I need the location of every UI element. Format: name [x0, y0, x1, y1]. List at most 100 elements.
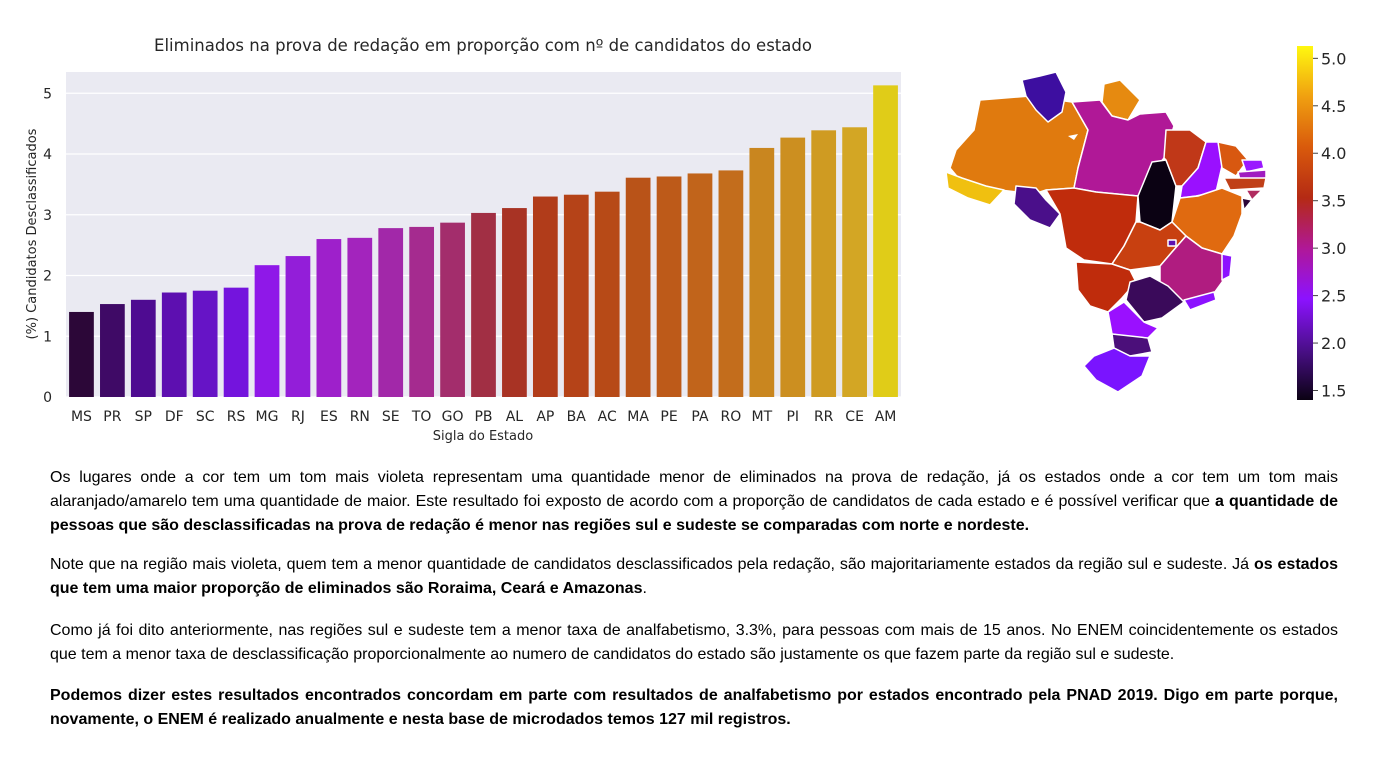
- bars: [69, 85, 898, 398]
- bar-PA: [687, 173, 713, 397]
- paragraph-3: Como já foi dito anteriormente, nas regi…: [50, 622, 1338, 663]
- paragraph-2: Note que na região mais violeta, quem te…: [50, 556, 1338, 597]
- state-RS: [1083, 347, 1151, 393]
- bar-PR: [100, 304, 125, 397]
- y-tick-label: 0: [43, 390, 52, 406]
- state-RJ: [1183, 291, 1217, 311]
- paragraph-4: Podemos dizer estes resultados encontrad…: [50, 684, 1338, 732]
- x-tick-label-AM: AM: [875, 409, 897, 425]
- paragraph-2-bold: os estados que tem uma maior proporção d…: [50, 556, 1338, 597]
- x-tick-label-AP: AP: [536, 409, 554, 425]
- x-tick-label-MG: MG: [256, 409, 279, 425]
- colorbar-ticks: 5.0 4.5 4.0 3.5 3.0 2.5 2.0 1.5: [1313, 49, 1346, 401]
- y-tick-label: 5: [43, 86, 52, 102]
- x-tick-label-PB: PB: [474, 409, 492, 425]
- state-AM: [949, 95, 1089, 195]
- bar-RR: [811, 130, 837, 398]
- colorbar-tick-label: 4.5: [1321, 97, 1346, 116]
- bar-RJ: [285, 256, 311, 397]
- bar-MG: [254, 265, 280, 397]
- bar-chart: Eliminados na prova de redação em propor…: [25, 36, 901, 444]
- x-tick-label-RR: RR: [814, 409, 834, 425]
- x-tick-label-DF: DF: [165, 409, 184, 425]
- bar-AP: [532, 196, 558, 397]
- x-tick-label-SC: SC: [196, 409, 215, 425]
- colorbar-tick-label: 3.0: [1321, 239, 1346, 258]
- x-tick-label-BA: BA: [567, 409, 587, 425]
- x-tick-label-MA: MA: [627, 409, 649, 425]
- bar-SC: [192, 290, 218, 397]
- x-tick-label-CE: CE: [845, 409, 864, 425]
- colorbar-tick-label: 3.5: [1321, 192, 1346, 211]
- x-tick-label-RS: RS: [227, 409, 246, 425]
- colorbar-gradient: [1297, 46, 1313, 400]
- x-tick-label-RO: RO: [721, 409, 742, 425]
- brazil-choropleth-map: [945, 71, 1267, 393]
- bar-MT: [749, 147, 775, 397]
- state-RR: [1021, 71, 1067, 123]
- x-tick-label-SE: SE: [382, 409, 400, 425]
- bar-AL: [502, 208, 527, 397]
- colorbar-tick-label: 1.5: [1321, 382, 1346, 401]
- x-tick-label-RN: RN: [350, 409, 370, 425]
- y-tick-label: 2: [43, 269, 52, 285]
- state-AL: [1245, 189, 1263, 201]
- chart-title: Eliminados na prova de redação em propor…: [154, 36, 812, 55]
- x-tick-label-PA: PA: [691, 409, 709, 425]
- bar-TO: [409, 226, 435, 397]
- state-CE: [1217, 141, 1249, 177]
- y-tick-label: 1: [43, 329, 52, 345]
- x-tick-label-SP: SP: [135, 409, 152, 425]
- x-tick-label-AC: AC: [598, 409, 617, 425]
- bar-PE: [656, 176, 682, 397]
- bar-MA: [625, 177, 651, 397]
- colorbar-tick-label: 2.0: [1321, 334, 1346, 353]
- bar-AM: [873, 85, 898, 397]
- x-tick-label-AL: AL: [506, 409, 524, 425]
- x-tick-label-GO: GO: [442, 409, 464, 425]
- x-axis-label: Sigla do Estado: [433, 429, 533, 444]
- state-RO: [1013, 185, 1061, 229]
- bar-PI: [780, 137, 806, 397]
- bar-AC: [594, 191, 620, 397]
- x-tick-label-ES: ES: [320, 409, 338, 425]
- bar-MS: [69, 311, 94, 397]
- state-MS: [1075, 261, 1137, 313]
- x-tick-label-TO: TO: [411, 409, 432, 425]
- state-RN: [1241, 159, 1265, 173]
- paragraph-1-bold: a quantidade de pessoas que são desclass…: [50, 493, 1338, 534]
- y-axis-label: (%) Candidatos Desclassificados: [25, 128, 40, 339]
- y-tick-label: 3: [43, 208, 52, 224]
- paragraph-4-bold: Podemos dizer estes resultados encontrad…: [50, 687, 1338, 728]
- x-tick-label-MT: MT: [752, 409, 773, 425]
- bar-SE: [378, 228, 404, 397]
- bar-ES: [316, 239, 342, 397]
- state-SC: [1111, 333, 1153, 357]
- colorbar-tick-label: 5.0: [1321, 49, 1346, 68]
- colorbar-tick-label: 4.0: [1321, 144, 1346, 163]
- x-tick-label-PI: PI: [786, 409, 799, 425]
- x-tick-labels: MS PR SP DF SC RS MG RJ ES RN SE TO GO PB AL AP BA AC MA PE…: [71, 409, 896, 425]
- bar-RO: [718, 170, 744, 397]
- state-SP: [1125, 275, 1185, 323]
- x-tick-label-RJ: RJ: [291, 409, 305, 425]
- x-tick-label-PR: PR: [103, 409, 121, 425]
- state-DF: [1167, 239, 1177, 247]
- bar-BA: [563, 194, 589, 397]
- bar-GO: [440, 222, 465, 397]
- colorbar: 5.0 4.5 4.0 3.5 3.0 2.5 2.0 1.5: [1297, 46, 1346, 401]
- bar-DF: [161, 292, 187, 397]
- y-tick-label: 4: [43, 147, 52, 163]
- bar-CE: [842, 127, 867, 398]
- bar-SP: [130, 299, 156, 397]
- state-SE: [1241, 197, 1253, 211]
- state-ES: [1221, 253, 1233, 281]
- map-inset-mark: [1068, 134, 1078, 140]
- y-tick-labels: 0 1 2 3 4 5: [43, 86, 52, 406]
- colorbar-tick-label: 2.5: [1321, 287, 1346, 306]
- x-tick-label-MS: MS: [71, 409, 92, 425]
- bar-RS: [223, 287, 249, 397]
- state-PE: [1223, 177, 1267, 191]
- bar-PB: [471, 212, 496, 397]
- state-AC: [945, 171, 1005, 206]
